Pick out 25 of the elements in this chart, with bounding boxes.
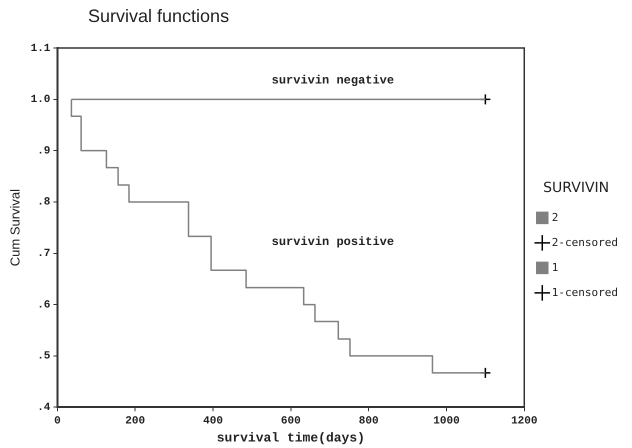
legend-label: 1 xyxy=(552,260,558,274)
annotation: survivin positive xyxy=(272,234,394,249)
y-axis-title: Cum Survival xyxy=(7,188,22,266)
x-tick-label: 200 xyxy=(125,416,146,428)
y-tick-label: .6 xyxy=(37,299,50,312)
annotation: survivin negative xyxy=(272,73,394,88)
y-tick-label: .9 xyxy=(37,145,50,158)
x-tick-label: 1000 xyxy=(433,416,460,428)
x-tick-label: 1200 xyxy=(511,416,538,428)
chart-title: Survival functions xyxy=(88,6,230,27)
legend-title: SURVIVIN xyxy=(543,180,610,196)
x-tick-label: 800 xyxy=(358,416,379,428)
y-tick-label: .5 xyxy=(37,350,51,363)
y-tick-label: 1.0 xyxy=(30,94,50,106)
legend-label: 2-censored xyxy=(552,236,618,249)
legend-label: 1-censored xyxy=(552,286,618,299)
legend-label: 2 xyxy=(552,210,558,224)
x-tick-label: 0 xyxy=(54,416,61,428)
x-axis-title: survival time(days) xyxy=(216,430,365,446)
x-tick-label: 400 xyxy=(203,416,223,428)
y-tick-label: .4 xyxy=(37,402,51,414)
x-tick-label: 600 xyxy=(280,416,301,428)
y-tick-label: .8 xyxy=(37,196,51,209)
y-tick-label: 1.1 xyxy=(30,42,51,55)
y-tick-label: .7 xyxy=(37,248,50,260)
